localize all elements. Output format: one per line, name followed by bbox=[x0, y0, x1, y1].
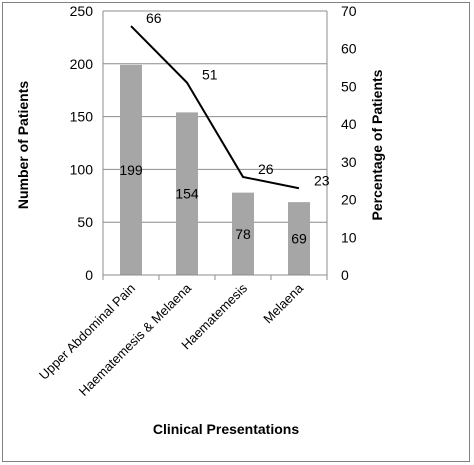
line-value-label-3: 23 bbox=[314, 172, 330, 188]
y-tick-label-250: 250 bbox=[70, 3, 94, 19]
percentage-line bbox=[130, 25, 300, 190]
line-value-label-0: 66 bbox=[146, 10, 162, 26]
y-tick-label-0: 0 bbox=[85, 267, 93, 283]
y2-tick-label-20: 20 bbox=[341, 192, 357, 208]
bar-value-label-2: 78 bbox=[235, 226, 251, 242]
y2-tick-label-60: 60 bbox=[341, 41, 357, 57]
bar-1 bbox=[176, 112, 198, 275]
y-tick-label-150: 150 bbox=[70, 109, 94, 125]
y-tick-label-50: 50 bbox=[77, 214, 93, 230]
y2-axis-title: Percentage of Patients bbox=[369, 69, 385, 220]
bar-3 bbox=[288, 202, 310, 275]
y-tick-label-200: 200 bbox=[70, 56, 94, 72]
y-axis-title: Number of Patients bbox=[15, 81, 31, 210]
bar-value-label-3: 69 bbox=[291, 231, 307, 247]
y-tick-label-100: 100 bbox=[70, 161, 94, 177]
y2-tick-label-40: 40 bbox=[341, 116, 357, 132]
y2-tick-label-50: 50 bbox=[341, 78, 357, 94]
y2-tick-label-70: 70 bbox=[341, 3, 357, 19]
bar-value-label-0: 199 bbox=[119, 162, 143, 178]
category-label-3: Melaena bbox=[260, 280, 306, 326]
y2-tick-label-10: 10 bbox=[341, 229, 357, 245]
bar-value-label-1: 154 bbox=[175, 186, 199, 202]
bar-2 bbox=[232, 192, 254, 275]
bar-0 bbox=[120, 64, 142, 275]
x-axis-title: Clinical Presentations bbox=[153, 421, 299, 437]
y2-tick-label-30: 30 bbox=[341, 154, 357, 170]
y2-tick-label-0: 0 bbox=[341, 267, 349, 283]
line-value-label-2: 26 bbox=[258, 161, 274, 177]
category-label-0: Upper Abdominal Pain bbox=[36, 281, 138, 383]
line-value-label-1: 51 bbox=[202, 67, 218, 83]
category-label-1: Haematemesis & Melaena bbox=[76, 280, 195, 399]
